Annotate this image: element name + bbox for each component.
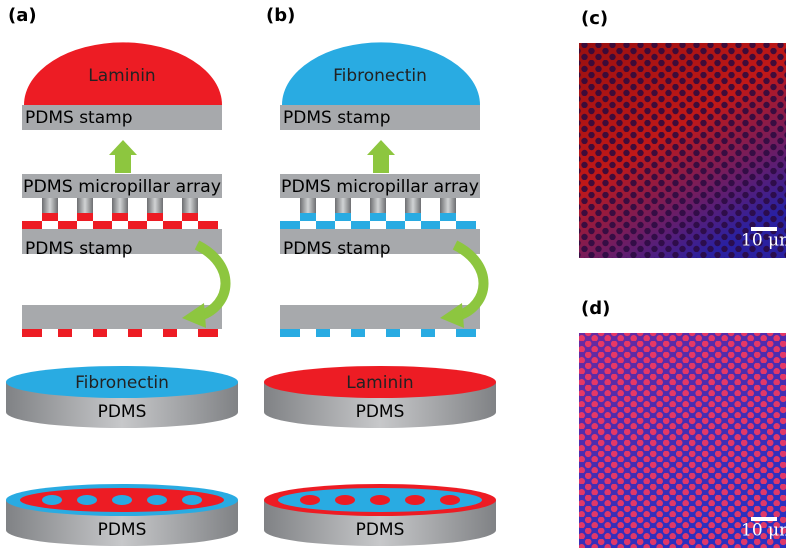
dot xyxy=(335,495,355,505)
ink-stamp xyxy=(93,221,112,229)
panel-label: (d) xyxy=(581,298,610,319)
ink-stamp xyxy=(280,221,300,229)
dot xyxy=(112,495,132,505)
ink-stamp xyxy=(386,221,405,229)
ink-tip xyxy=(112,213,128,221)
ink-pattern xyxy=(22,329,42,337)
panel-label: (a) xyxy=(8,5,37,26)
ink-tip xyxy=(370,213,386,221)
ink-pattern xyxy=(386,329,400,337)
panel-label: (b) xyxy=(266,5,295,26)
ink-stamp xyxy=(456,221,476,229)
stamp-label: PDMS stamp xyxy=(25,108,133,128)
pillar xyxy=(370,198,386,213)
ink-tip xyxy=(182,213,198,221)
disk-base-label: PDMS xyxy=(356,402,405,422)
scale-label: 10 μm xyxy=(741,521,786,541)
ink-pattern xyxy=(280,329,300,337)
final-base-label: PDMS xyxy=(98,520,147,540)
figure: (a) Laminin PDMS stamp PDMS micropillar arr… xyxy=(0,0,786,548)
pillar xyxy=(182,198,198,213)
dot xyxy=(405,495,425,505)
ink-pattern xyxy=(421,329,435,337)
ink-pattern xyxy=(198,329,218,337)
disk-top-label: Fibronectin xyxy=(75,373,169,393)
pillar xyxy=(112,198,128,213)
ink-stamp xyxy=(351,221,370,229)
stamp-label: PDMS stamp xyxy=(25,239,133,259)
panel-label: (c) xyxy=(581,8,608,29)
dot xyxy=(182,495,202,505)
ink-pattern xyxy=(351,329,365,337)
arrow-up xyxy=(367,140,395,173)
cap-label: Fibronectin xyxy=(333,66,427,86)
stamp-label: PDMS stamp xyxy=(283,108,391,128)
pillar xyxy=(300,198,316,213)
ink-tip xyxy=(440,213,456,221)
ink-pattern xyxy=(58,329,72,337)
ink-tip xyxy=(405,213,421,221)
stamp-label: PDMS stamp xyxy=(283,239,391,259)
array-label: PDMS micropillar array xyxy=(23,177,221,197)
micrograph-dots xyxy=(579,43,786,258)
ink-tip xyxy=(77,213,93,221)
ink-tip xyxy=(147,213,163,221)
ink-stamp xyxy=(316,221,335,229)
scale-label: 10 μm xyxy=(741,231,786,251)
ink-tip xyxy=(42,213,58,221)
ink-pattern xyxy=(316,329,330,337)
pillar xyxy=(77,198,93,213)
pillar xyxy=(405,198,421,213)
disk-top-label: Laminin xyxy=(346,373,413,393)
ink-stamp xyxy=(421,221,440,229)
disk-base-label: PDMS xyxy=(98,402,147,422)
ink-pattern xyxy=(128,329,142,337)
final-base-label: PDMS xyxy=(356,520,405,540)
micrograph-dots xyxy=(579,333,786,548)
arrow-up xyxy=(109,140,137,173)
array-label: PDMS micropillar array xyxy=(281,177,479,197)
pillar xyxy=(147,198,163,213)
dot xyxy=(77,495,97,505)
ink-stamp xyxy=(22,221,42,229)
ink-pattern xyxy=(163,329,177,337)
ink-stamp xyxy=(163,221,182,229)
cap-label: Laminin xyxy=(88,66,155,86)
pillar xyxy=(42,198,58,213)
ink-stamp xyxy=(128,221,147,229)
ink-pattern xyxy=(456,329,476,337)
ink-tip xyxy=(300,213,316,221)
dot xyxy=(440,495,460,505)
ink-stamp xyxy=(58,221,77,229)
ink-stamp xyxy=(198,221,218,229)
ink-tip xyxy=(335,213,351,221)
pillar xyxy=(440,198,456,213)
dot xyxy=(370,495,390,505)
pillar xyxy=(335,198,351,213)
dot xyxy=(147,495,167,505)
ink-pattern xyxy=(93,329,107,337)
dot xyxy=(42,495,62,505)
dot xyxy=(300,495,320,505)
